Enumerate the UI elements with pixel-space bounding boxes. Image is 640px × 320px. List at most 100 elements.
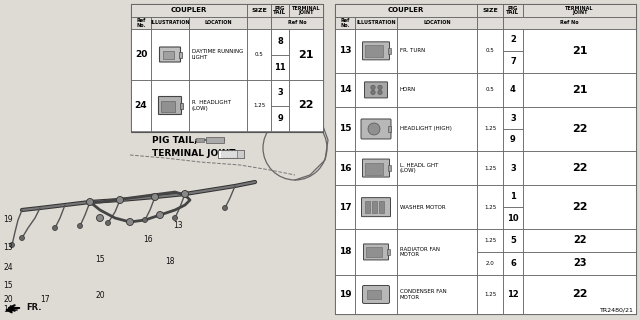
Bar bbox=[503, 73, 523, 107]
Bar bbox=[335, 107, 355, 151]
Bar bbox=[271, 80, 289, 106]
Bar bbox=[503, 151, 523, 185]
Bar bbox=[503, 129, 523, 151]
Text: PIG: PIG bbox=[275, 6, 285, 11]
Text: 1: 1 bbox=[510, 192, 516, 201]
Bar bbox=[477, 229, 503, 252]
Text: 0.5: 0.5 bbox=[486, 48, 494, 53]
Text: 23: 23 bbox=[573, 259, 586, 268]
Circle shape bbox=[378, 90, 382, 95]
Bar bbox=[503, 4, 523, 17]
Bar bbox=[523, 252, 636, 275]
Bar bbox=[247, 4, 271, 17]
Circle shape bbox=[152, 194, 159, 201]
Bar bbox=[335, 4, 636, 314]
Text: 3: 3 bbox=[277, 88, 283, 97]
Text: RADIATOR FAN
MOTOR: RADIATOR FAN MOTOR bbox=[400, 246, 440, 257]
Bar bbox=[247, 17, 271, 29]
Text: 13: 13 bbox=[339, 46, 351, 55]
Bar bbox=[355, 185, 397, 229]
Text: JOINT: JOINT bbox=[298, 10, 314, 15]
Circle shape bbox=[97, 214, 104, 221]
Bar bbox=[397, 17, 477, 29]
Circle shape bbox=[368, 123, 380, 135]
Text: R  HEADLIGHT
(LOW): R HEADLIGHT (LOW) bbox=[192, 100, 231, 111]
Text: ILLUSTRATION: ILLUSTRATION bbox=[150, 20, 190, 26]
Bar bbox=[355, 275, 397, 314]
Text: 15: 15 bbox=[3, 281, 13, 290]
Text: 21: 21 bbox=[572, 46, 588, 56]
Bar bbox=[289, 4, 323, 17]
Circle shape bbox=[106, 220, 111, 226]
Bar bbox=[355, 107, 397, 151]
Text: 1.25: 1.25 bbox=[484, 165, 496, 171]
Text: LOCATION: LOCATION bbox=[204, 20, 232, 26]
Circle shape bbox=[143, 218, 147, 222]
Text: 17: 17 bbox=[40, 295, 50, 305]
Text: TAIL: TAIL bbox=[273, 10, 287, 15]
Bar bbox=[367, 290, 381, 299]
Bar bbox=[271, 17, 323, 29]
Bar bbox=[397, 275, 477, 314]
Text: L. HEADL GHT
(LOW): L. HEADL GHT (LOW) bbox=[400, 163, 438, 173]
Circle shape bbox=[116, 196, 124, 204]
Text: 12: 12 bbox=[507, 290, 519, 299]
Bar bbox=[271, 54, 289, 80]
Text: WASHER MOTOR: WASHER MOTOR bbox=[400, 204, 445, 210]
Bar bbox=[355, 29, 397, 73]
Bar bbox=[218, 150, 244, 158]
Text: 22: 22 bbox=[572, 124, 588, 134]
Bar bbox=[503, 207, 523, 229]
Text: 20: 20 bbox=[135, 50, 147, 59]
Bar bbox=[335, 4, 477, 17]
Text: HORN: HORN bbox=[400, 87, 416, 92]
Bar bbox=[189, 80, 247, 131]
Bar bbox=[477, 17, 503, 29]
Bar bbox=[335, 73, 355, 107]
Text: 2: 2 bbox=[510, 36, 516, 44]
Text: 15: 15 bbox=[339, 124, 351, 133]
Bar bbox=[131, 4, 247, 17]
Bar bbox=[477, 252, 503, 275]
Bar bbox=[503, 185, 523, 207]
Text: TERMINAL: TERMINAL bbox=[565, 6, 594, 11]
Text: 13: 13 bbox=[3, 244, 13, 252]
Bar bbox=[206, 137, 224, 143]
Bar bbox=[523, 151, 636, 185]
Bar bbox=[503, 107, 523, 129]
Text: 1.25: 1.25 bbox=[484, 126, 496, 132]
FancyBboxPatch shape bbox=[361, 119, 391, 139]
Bar bbox=[397, 107, 477, 151]
Text: 13: 13 bbox=[173, 220, 183, 229]
Text: 7: 7 bbox=[510, 57, 516, 66]
Text: 18: 18 bbox=[339, 247, 351, 256]
Bar bbox=[397, 185, 477, 229]
Text: 3: 3 bbox=[510, 114, 516, 123]
Bar bbox=[355, 229, 397, 275]
Bar bbox=[477, 29, 503, 73]
Bar bbox=[335, 29, 355, 73]
Text: 22: 22 bbox=[298, 100, 314, 110]
Bar bbox=[397, 229, 477, 275]
Bar bbox=[180, 102, 183, 108]
Circle shape bbox=[86, 198, 93, 205]
Bar bbox=[523, 185, 636, 229]
Bar bbox=[355, 73, 397, 107]
Text: 9: 9 bbox=[277, 114, 283, 123]
Bar bbox=[271, 106, 289, 131]
Text: Ref
No.: Ref No. bbox=[136, 18, 146, 28]
Circle shape bbox=[157, 212, 163, 219]
Circle shape bbox=[52, 226, 58, 230]
FancyBboxPatch shape bbox=[362, 198, 390, 217]
Text: 11: 11 bbox=[274, 63, 286, 72]
Bar bbox=[151, 80, 189, 131]
Text: 22: 22 bbox=[573, 236, 586, 245]
Text: DAYTIME RUNNING
LIGHT: DAYTIME RUNNING LIGHT bbox=[192, 49, 243, 60]
Text: 14: 14 bbox=[3, 306, 13, 315]
Bar bbox=[335, 185, 355, 229]
Text: 22: 22 bbox=[572, 163, 588, 173]
Text: 1.25: 1.25 bbox=[484, 238, 496, 243]
Bar bbox=[237, 150, 244, 158]
Bar bbox=[523, 107, 636, 151]
Bar bbox=[477, 275, 503, 314]
